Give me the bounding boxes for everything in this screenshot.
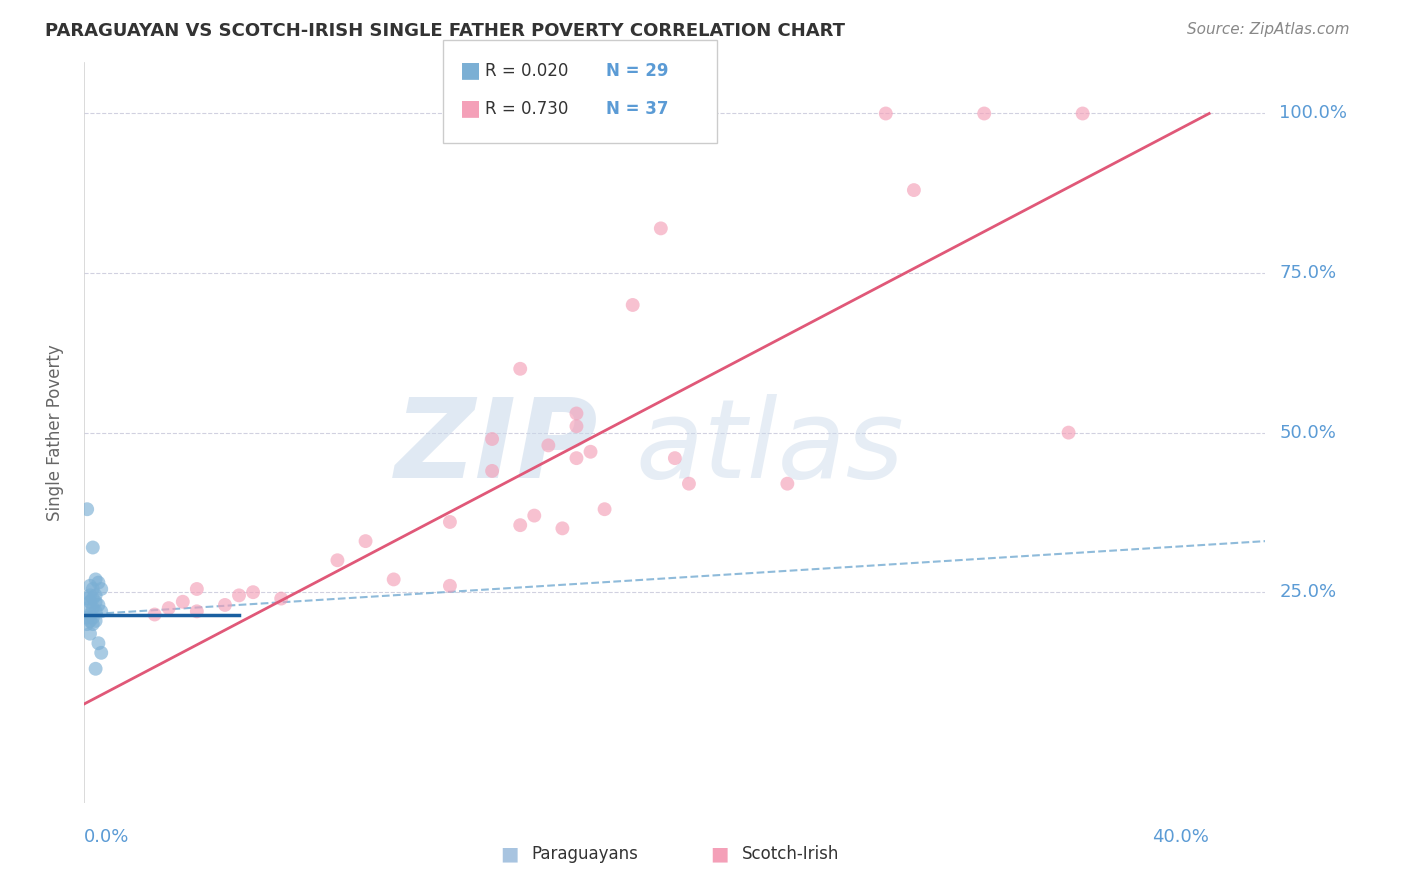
Point: [973, 106, 995, 120]
Point: [565, 419, 588, 434]
Point: [776, 476, 799, 491]
Point: [650, 221, 672, 235]
Point: [84, 588, 107, 602]
Point: [875, 106, 897, 120]
Point: [90, 604, 112, 618]
Point: [678, 476, 700, 491]
Point: [509, 518, 531, 533]
Text: 40.0%: 40.0%: [1153, 829, 1209, 847]
Text: ■: ■: [710, 845, 730, 863]
Point: [172, 595, 194, 609]
Text: 75.0%: 75.0%: [1279, 264, 1337, 282]
Text: 0.0%: 0.0%: [84, 829, 129, 847]
Point: [593, 106, 616, 120]
Point: [537, 438, 560, 452]
Point: [579, 444, 602, 458]
Text: 25.0%: 25.0%: [1279, 583, 1337, 601]
Point: [523, 508, 546, 523]
Point: [214, 598, 236, 612]
Text: R = 0.020: R = 0.020: [485, 62, 568, 79]
Point: [84, 573, 107, 587]
Point: [79, 614, 101, 628]
Point: [481, 464, 503, 478]
Point: [84, 662, 107, 676]
Point: [84, 614, 107, 628]
Text: Scotch-Irish: Scotch-Irish: [742, 846, 839, 863]
Point: [82, 591, 104, 606]
Text: Source: ZipAtlas.com: Source: ZipAtlas.com: [1187, 22, 1350, 37]
Point: [186, 604, 208, 618]
Point: [87, 636, 110, 650]
Point: [1071, 106, 1094, 120]
Point: [1057, 425, 1080, 440]
Point: [664, 451, 686, 466]
Text: 100.0%: 100.0%: [1279, 104, 1347, 122]
Point: [76, 617, 98, 632]
Point: [79, 579, 101, 593]
Point: [90, 582, 112, 596]
Text: 50.0%: 50.0%: [1279, 424, 1336, 442]
Point: [228, 588, 250, 602]
Point: [242, 585, 264, 599]
Point: [82, 617, 104, 632]
Point: [84, 595, 107, 609]
Point: [439, 579, 461, 593]
Point: [87, 575, 110, 590]
Point: [565, 407, 588, 421]
Text: ■: ■: [499, 845, 519, 863]
Text: Single Father Poverty: Single Father Poverty: [46, 344, 63, 521]
Text: ZIP: ZIP: [395, 394, 598, 501]
Text: PARAGUAYAN VS SCOTCH-IRISH SINGLE FATHER POVERTY CORRELATION CHART: PARAGUAYAN VS SCOTCH-IRISH SINGLE FATHER…: [45, 22, 845, 40]
Point: [87, 598, 110, 612]
Point: [84, 604, 107, 618]
Point: [326, 553, 349, 567]
Point: [143, 607, 166, 622]
Point: [621, 298, 644, 312]
Point: [481, 432, 503, 446]
Point: [439, 515, 461, 529]
Point: [76, 611, 98, 625]
Text: R = 0.730: R = 0.730: [485, 100, 568, 118]
Point: [903, 183, 925, 197]
Point: [76, 591, 98, 606]
Text: N = 29: N = 29: [606, 62, 668, 79]
Point: [82, 611, 104, 625]
Point: [186, 582, 208, 596]
Text: Paraguayans: Paraguayans: [531, 846, 638, 863]
Point: [76, 502, 98, 516]
Text: ■: ■: [460, 60, 481, 79]
Point: [82, 601, 104, 615]
Point: [79, 626, 101, 640]
Point: [565, 451, 588, 466]
Point: [382, 573, 405, 587]
Point: [90, 646, 112, 660]
Point: [82, 582, 104, 596]
Point: [593, 502, 616, 516]
Point: [82, 541, 104, 555]
Point: [79, 607, 101, 622]
Text: ■: ■: [460, 98, 481, 118]
Point: [354, 534, 377, 549]
Point: [551, 521, 574, 535]
Point: [79, 588, 101, 602]
Point: [79, 595, 101, 609]
Point: [157, 601, 180, 615]
Text: N = 37: N = 37: [606, 100, 668, 118]
Text: atlas: atlas: [636, 394, 904, 501]
Point: [76, 601, 98, 615]
Point: [270, 591, 292, 606]
Point: [509, 361, 531, 376]
